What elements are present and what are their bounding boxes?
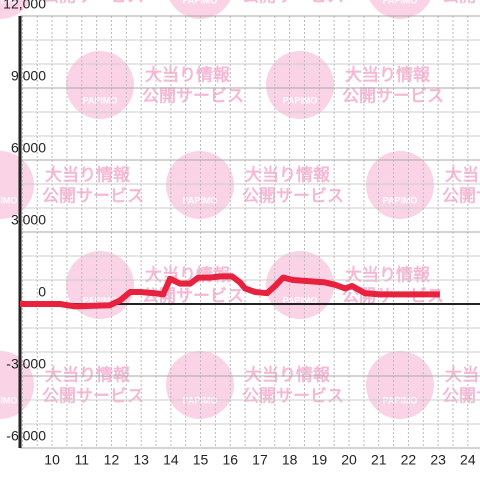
watermark-text: 大当り情報 — [445, 364, 480, 384]
watermark-text: 大当り情報 — [45, 364, 131, 384]
watermark-text: 公開サービス — [42, 0, 144, 5]
y-tick-label: -3,000 — [6, 356, 46, 372]
x-tick-label: 19 — [312, 452, 328, 468]
watermark-text: 大当り情報 — [245, 364, 331, 384]
series-line — [20, 273, 440, 310]
watermark-text: 大当り情報 — [145, 64, 231, 84]
watermark-text: 大当り情報 — [345, 264, 431, 284]
watermark-logo — [366, 351, 434, 419]
x-tick-label: 10 — [44, 452, 60, 468]
watermark-text: 公開サービス — [242, 386, 344, 405]
x-tick-label: 15 — [193, 452, 209, 468]
y-tick-label: 9,000 — [11, 68, 46, 84]
watermark-logo — [266, 251, 334, 319]
watermark-logo — [366, 151, 434, 219]
watermark-logo — [66, 51, 134, 119]
x-tick-label: 11 — [74, 452, 89, 468]
x-tick-label: 21 — [371, 452, 387, 468]
watermark-text: 大当り情報 — [345, 64, 431, 84]
watermark-text: 公開サービス — [242, 0, 344, 5]
watermark-text: 公開サービス — [42, 186, 144, 205]
watermark-text: 公開サービス — [442, 386, 480, 405]
x-tick-label: 24 — [460, 452, 476, 468]
watermark-text: 大当り情報 — [445, 164, 480, 184]
watermark-logo-text: PAPIMO — [183, 195, 218, 205]
watermark-text: 公開サービス — [42, 386, 144, 405]
watermark-logo-text: PAPIMO — [383, 195, 418, 205]
y-tick-label: 12,000 — [3, 0, 46, 12]
y-tick-label: -6,000 — [6, 428, 46, 444]
x-tick-label: 13 — [133, 452, 149, 468]
watermark-text: 大当り情報 — [45, 164, 131, 184]
x-tick-label: 14 — [163, 452, 179, 468]
x-tick-label: 23 — [430, 452, 446, 468]
watermark-text: 大当り情報 — [245, 164, 331, 184]
x-tick-label: 18 — [282, 452, 298, 468]
watermark-logo-text: PAPIMO — [283, 295, 318, 305]
watermark-logo — [0, 351, 34, 419]
y-tick-label: 3,000 — [11, 212, 46, 228]
watermark-logo — [369, 0, 431, 19]
watermark-logo-text: PAPIMO — [83, 95, 118, 105]
y-tick-label: 6,000 — [11, 140, 46, 156]
x-tick-label: 16 — [222, 452, 238, 468]
x-tick-label: 17 — [252, 452, 268, 468]
watermark-text: 公開サービス — [142, 86, 244, 105]
watermark-logo-text: PAPIMO — [183, 0, 218, 5]
watermark-logo — [0, 0, 31, 19]
watermark-text: 公開サービス — [442, 186, 480, 205]
watermark-logo-text: PAPIMO — [0, 0, 17, 5]
watermark-logo — [166, 151, 234, 219]
watermark-logo-text: PAPIMO — [0, 395, 17, 405]
watermark-text: 公開サービス — [242, 186, 344, 205]
watermark-logo — [0, 151, 34, 219]
y-tick-label: 0 — [38, 284, 46, 300]
x-tick-label: 22 — [401, 452, 417, 468]
watermark-logo-text: PAPIMO — [383, 0, 418, 5]
watermark-logo — [169, 0, 231, 19]
watermark-text: 公開サービス — [342, 86, 444, 105]
watermark-logo-text: PAPIMO — [83, 295, 118, 305]
watermark-logo-text: PAPIMO — [283, 95, 318, 105]
x-tick-label: 12 — [104, 452, 120, 468]
watermark-text: 公開サービス — [442, 0, 480, 5]
x-tick-label: 20 — [341, 452, 357, 468]
watermark-logo-text: PAPIMO — [0, 195, 17, 205]
watermark-logo — [166, 351, 234, 419]
watermark-logo — [266, 51, 334, 119]
